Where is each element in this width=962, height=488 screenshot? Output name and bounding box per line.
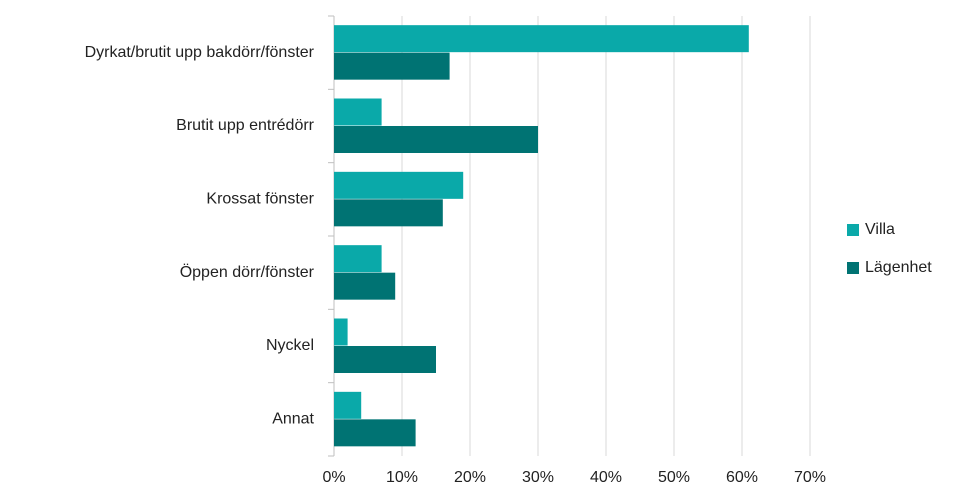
x-tick-label: 70% — [794, 469, 826, 486]
y-tick-label: Brutit upp entrédörr — [176, 117, 315, 134]
x-tick-label: 30% — [522, 469, 554, 486]
y-tick-label: Dyrkat/brutit upp bakdörr/fönster — [85, 44, 315, 61]
legend-label: Lägenhet — [865, 259, 932, 276]
bar — [334, 171, 464, 199]
x-tick-label: 20% — [454, 469, 486, 486]
x-tick-label: 60% — [726, 469, 758, 486]
x-tick-label: 40% — [590, 469, 622, 486]
bar — [334, 98, 382, 126]
bar — [334, 272, 396, 300]
bar — [334, 419, 416, 447]
legend-swatch — [847, 224, 859, 236]
y-tick-label: Annat — [272, 411, 314, 428]
y-tick-label: Öppen dörr/fönster — [180, 263, 315, 281]
bar — [334, 52, 450, 80]
bar — [334, 346, 436, 373]
legend-swatch — [847, 262, 859, 274]
legend-label: Villa — [865, 221, 895, 238]
bar — [334, 199, 443, 227]
bar — [334, 245, 382, 273]
bar — [334, 25, 749, 53]
x-tick-label: 10% — [386, 469, 418, 486]
bar — [334, 126, 538, 153]
x-tick-label: 0% — [322, 469, 345, 486]
y-tick-label: Krossat fönster — [206, 191, 314, 208]
bar — [334, 318, 348, 346]
bar — [334, 391, 362, 419]
x-tick-label: 50% — [658, 469, 690, 486]
y-tick-label: Nyckel — [266, 337, 314, 354]
